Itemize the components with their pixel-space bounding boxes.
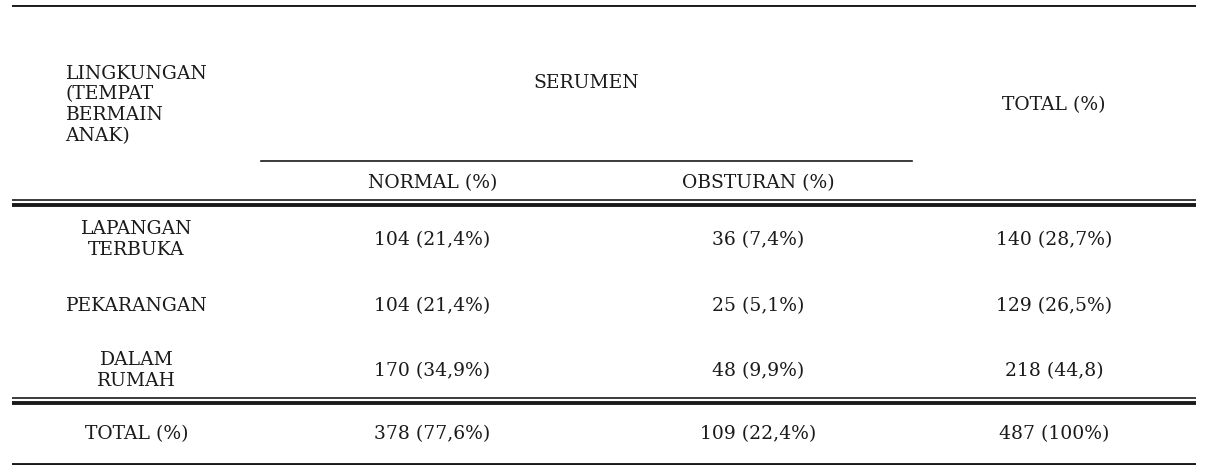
Text: 218 (44,8): 218 (44,8)	[1005, 362, 1103, 380]
Text: TOTAL (%): TOTAL (%)	[85, 425, 188, 443]
Text: 48 (9,9%): 48 (9,9%)	[712, 362, 805, 380]
Text: PEKARANGAN: PEKARANGAN	[65, 298, 208, 315]
Text: 109 (22,4%): 109 (22,4%)	[699, 425, 817, 443]
Text: SERUMEN: SERUMEN	[534, 74, 639, 92]
Text: OBSTURAN (%): OBSTURAN (%)	[681, 174, 835, 192]
Text: NORMAL (%): NORMAL (%)	[367, 174, 496, 192]
Text: 104 (21,4%): 104 (21,4%)	[374, 298, 490, 315]
Text: 25 (5,1%): 25 (5,1%)	[712, 298, 805, 315]
Text: 170 (34,9%): 170 (34,9%)	[374, 362, 490, 380]
Text: DALAM
RUMAH: DALAM RUMAH	[97, 352, 176, 390]
Text: 36 (7,4%): 36 (7,4%)	[712, 231, 805, 249]
Text: 129 (26,5%): 129 (26,5%)	[995, 298, 1111, 315]
Text: 104 (21,4%): 104 (21,4%)	[374, 231, 490, 249]
Text: TOTAL (%): TOTAL (%)	[1003, 96, 1105, 114]
Text: 378 (77,6%): 378 (77,6%)	[374, 425, 490, 443]
Text: LINGKUNGAN
(TEMPAT
BERMAIN
ANAK): LINGKUNGAN (TEMPAT BERMAIN ANAK)	[65, 65, 208, 145]
Text: 140 (28,7%): 140 (28,7%)	[995, 231, 1113, 249]
Text: 487 (100%): 487 (100%)	[999, 425, 1109, 443]
Text: LAPANGAN
TERBUKA: LAPANGAN TERBUKA	[81, 220, 192, 259]
